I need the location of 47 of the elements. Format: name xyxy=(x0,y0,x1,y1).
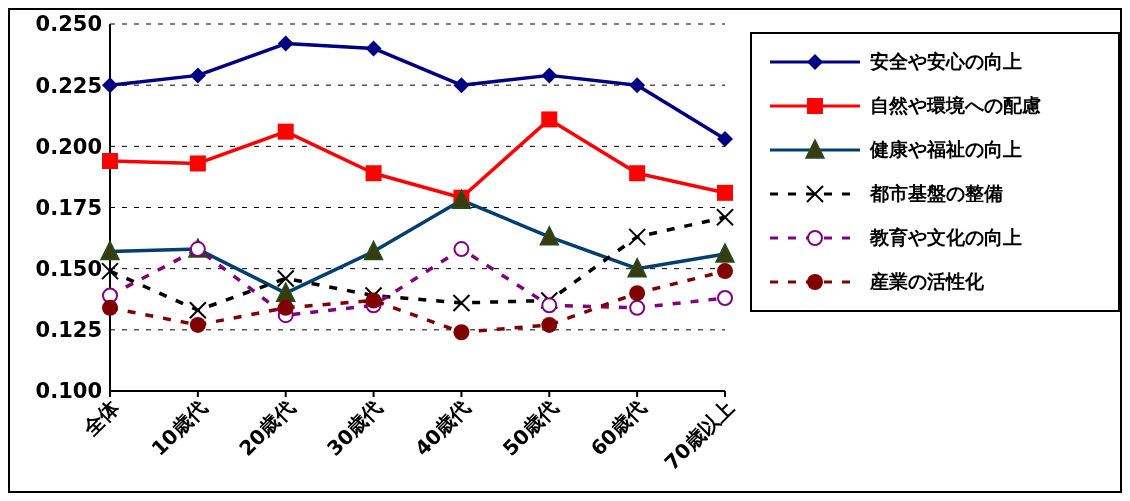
y-tick-label: 0.175 xyxy=(35,195,102,220)
point xyxy=(189,155,206,172)
point xyxy=(629,299,646,316)
y-tick-label: 0.100 xyxy=(35,379,102,404)
y-tick-label: 0.150 xyxy=(35,257,102,282)
legend-label: 安全や安心の向上 xyxy=(870,49,1022,74)
point xyxy=(189,316,206,333)
legend-label: 都市基盤の整備 xyxy=(870,181,1003,206)
point xyxy=(541,111,558,128)
x-tick-label: 10歳代 xyxy=(146,395,212,461)
point xyxy=(277,123,294,140)
x-tick-label: 70歳以上 xyxy=(659,395,739,475)
x-tick-label: 40歳代 xyxy=(410,395,476,461)
legend-label: 健康や福祉の向上 xyxy=(870,137,1022,162)
point xyxy=(717,130,733,147)
point xyxy=(453,77,470,94)
point xyxy=(277,299,294,316)
y-tick-label: 0.200 xyxy=(35,134,102,159)
point xyxy=(453,324,470,341)
point xyxy=(629,165,646,182)
point xyxy=(277,35,294,52)
y-tick-label: 0.125 xyxy=(35,318,102,343)
point xyxy=(717,184,733,201)
legend-label: 教育や文化の向上 xyxy=(870,225,1022,250)
legend-label: 産業の活性化 xyxy=(870,269,984,294)
point xyxy=(541,297,558,314)
point xyxy=(717,263,733,280)
point xyxy=(629,285,646,302)
point xyxy=(541,67,558,84)
point xyxy=(189,67,206,84)
point xyxy=(365,40,382,57)
point xyxy=(453,241,470,258)
point xyxy=(629,77,646,94)
point xyxy=(717,290,733,307)
point xyxy=(102,153,118,170)
x-tick-label: 30歳代 xyxy=(322,395,388,461)
point xyxy=(102,299,118,316)
x-tick-label: 20歳代 xyxy=(234,395,300,461)
point xyxy=(365,292,382,309)
y-tick-label: 0.250 xyxy=(35,12,102,37)
y-tick-label: 0.225 xyxy=(35,73,102,98)
point xyxy=(365,165,382,182)
x-tick-label: 50歳代 xyxy=(497,395,563,461)
point xyxy=(102,77,118,94)
legend-label: 自然や環境への配慮 xyxy=(870,93,1041,118)
x-tick-label: 60歳代 xyxy=(585,395,651,461)
point xyxy=(541,316,558,333)
